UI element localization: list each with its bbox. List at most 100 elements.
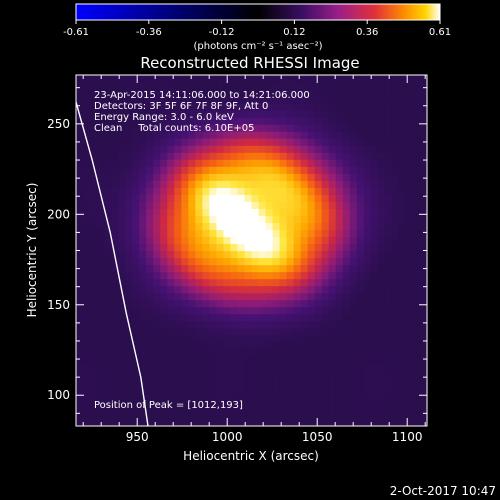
heatmap-cell: [104, 264, 112, 273]
heatmap-cell: [335, 208, 344, 216]
heatmap-cell: [118, 418, 126, 426]
heatmap-cell: [244, 201, 253, 209]
heatmap-cell: [412, 250, 421, 259]
heatmap-cell: [279, 152, 288, 160]
heatmap-cell: [230, 180, 239, 188]
heatmap-cell: [153, 131, 161, 139]
heatmap-cell: [272, 222, 281, 231]
heatmap-cell: [97, 166, 105, 174]
heatmap-cell: [258, 215, 267, 224]
heatmap-cell: [279, 418, 288, 426]
heatmap-cell: [384, 229, 393, 238]
heatmap-cell: [272, 180, 281, 188]
heatmap-cell: [188, 194, 196, 202]
heatmap-cell: [181, 152, 189, 160]
heatmap-cell: [314, 278, 323, 287]
heatmap-cell: [195, 96, 203, 104]
heatmap-cell: [293, 404, 302, 413]
heatmap-cell: [300, 145, 309, 153]
heatmap-cell: [139, 404, 147, 413]
heatmap-cell: [391, 110, 400, 118]
heatmap-cell: [188, 166, 196, 174]
heatmap-cell: [300, 110, 309, 118]
heatmap-cell: [272, 250, 281, 259]
heatmap-cell: [90, 334, 98, 343]
heatmap-cell: [167, 327, 175, 336]
heatmap-cell: [209, 313, 217, 322]
heatmap-cell: [384, 208, 393, 216]
heatmap-cell: [335, 369, 344, 378]
heatmap-cell: [76, 131, 84, 139]
heatmap-cell: [405, 271, 414, 280]
heatmap-cell: [251, 173, 260, 181]
heatmap-cell: [405, 320, 414, 329]
heatmap-cell: [419, 313, 427, 322]
heatmap-cell: [321, 334, 330, 343]
heatmap-cell: [384, 103, 393, 111]
heatmap-cell: [328, 159, 337, 167]
heatmap-cell: [195, 362, 203, 371]
heatmap-cell: [209, 257, 217, 266]
heatmap-cell: [258, 348, 267, 357]
heatmap-cell: [293, 117, 302, 125]
heatmap-cell: [363, 243, 372, 252]
heatmap-cell: [104, 229, 112, 238]
heatmap-cell: [230, 173, 239, 181]
heatmap-cell: [97, 201, 105, 209]
heatmap-cell: [286, 362, 295, 371]
heatmap-cell: [363, 404, 372, 413]
heatmap-cell: [314, 355, 323, 364]
heatmap-cell: [111, 138, 119, 146]
heatmap-cell: [370, 264, 379, 273]
heatmap-cell: [265, 173, 274, 181]
heatmap-cell: [216, 250, 225, 259]
heatmap-cell: [97, 229, 105, 238]
heatmap-cell: [384, 397, 393, 406]
heatmap-cell: [244, 229, 253, 238]
heatmap-cell: [139, 215, 147, 224]
heatmap-cell: [370, 299, 379, 308]
heatmap-cell: [146, 236, 154, 245]
heatmap-cell: [279, 397, 288, 406]
heatmap-cell: [174, 103, 182, 111]
heatmap-cell: [237, 173, 246, 181]
heatmap-cell: [272, 194, 281, 202]
heatmap-cell: [202, 166, 210, 174]
heatmap-cell: [174, 334, 182, 343]
heatmap-cell: [237, 306, 246, 315]
heatmap-cell: [384, 334, 393, 343]
heatmap-cell: [356, 75, 365, 83]
heatmap-cell: [118, 166, 126, 174]
heatmap-cell: [188, 208, 196, 216]
heatmap-cell: [286, 264, 295, 273]
heatmap-cell: [83, 194, 91, 202]
heatmap-cell: [286, 376, 295, 385]
heatmap-cell: [293, 173, 302, 181]
heatmap-cell: [412, 124, 421, 132]
heatmap-cell: [314, 404, 323, 413]
heatmap-cell: [349, 271, 358, 280]
heatmap-cell: [391, 369, 400, 378]
heatmap-cell: [377, 355, 386, 364]
heatmap-cell: [97, 89, 105, 97]
heatmap-cell: [307, 362, 316, 371]
heatmap-cell: [279, 362, 288, 371]
heatmap-cell: [118, 222, 126, 231]
heatmap-cell: [174, 341, 182, 350]
heatmap-cell: [391, 222, 400, 231]
heatmap-cell: [237, 124, 246, 132]
heatmap-cell: [181, 124, 189, 132]
heatmap-cell: [356, 334, 365, 343]
heatmap-cell: [104, 362, 112, 371]
heatmap-cell: [265, 236, 274, 245]
heatmap-cell: [188, 222, 196, 231]
heatmap-cell: [195, 348, 203, 357]
heatmap-cell: [363, 131, 372, 139]
heatmap-cell: [230, 264, 239, 273]
heatmap-cell: [153, 404, 161, 413]
heatmap-cell: [328, 390, 337, 399]
heatmap-cell: [90, 152, 98, 160]
heatmap-cell: [83, 257, 91, 266]
heatmap-cell: [202, 362, 210, 371]
heatmap-cell: [76, 376, 84, 385]
